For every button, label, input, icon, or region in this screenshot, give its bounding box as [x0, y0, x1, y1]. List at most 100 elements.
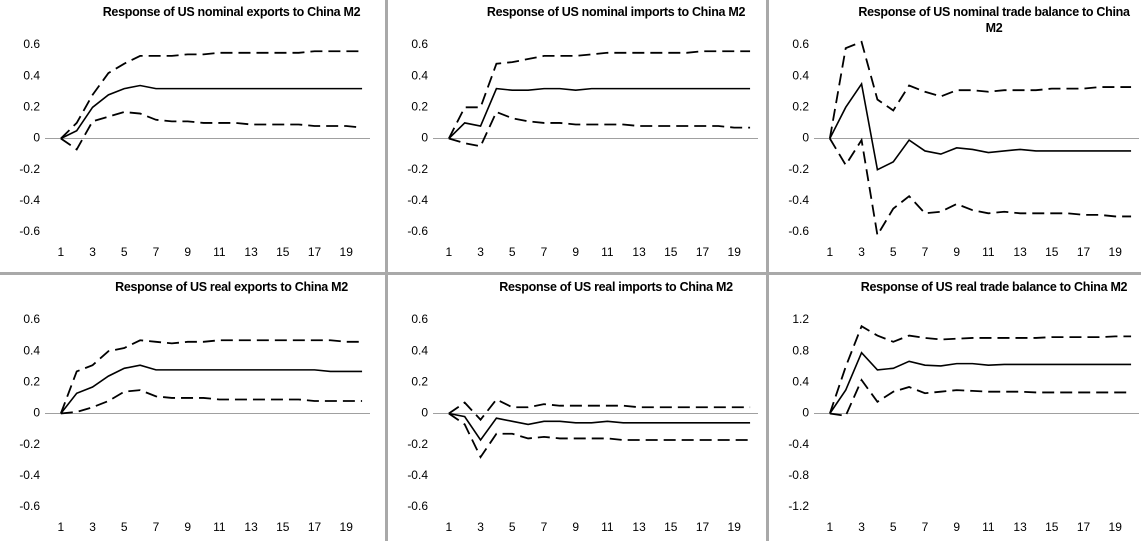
x-tick-label: 7 [153, 245, 160, 259]
x-tick-label: 9 [572, 520, 579, 534]
y-tick-label: -0.4 [788, 437, 809, 451]
x-tick-label: 15 [276, 245, 290, 259]
x-tick-label: 1 [446, 520, 453, 534]
response-line [448, 87, 751, 140]
response-line [829, 137, 1132, 238]
chart-title: Response of US real imports to China M2 [499, 280, 733, 294]
x-tick-label: 3 [477, 520, 484, 534]
y-tick-label: -0.6 [788, 224, 809, 238]
chart-panel: -0.6 -0.4 -0.2 0 0.2 0.4 0.6 1 3 5 7 9 11 13 15 17 19 Res… [388, 0, 766, 272]
x-tick-label: 15 [664, 520, 678, 534]
x-tick-label: 5 [121, 520, 128, 534]
y-tick-label: -0.2 [407, 437, 428, 451]
y-tick-label: 0 [421, 406, 428, 420]
y-tick-label: -0.2 [407, 162, 428, 176]
y-tick-label: 0.4 [411, 343, 428, 357]
chart-panel: -0.6 -0.4 -0.2 0 0.2 0.4 0.6 1 3 5 7 9 11 13 15 17 19 Res… [388, 275, 766, 541]
response-line [828, 324, 1132, 414]
x-tick-label: 3 [89, 245, 96, 259]
response-line [448, 110, 751, 148]
x-tick-label: 15 [1045, 520, 1059, 534]
x-tick-label: 5 [121, 245, 128, 259]
x-tick-label: 13 [244, 520, 258, 534]
y-tick-label: 0.6 [411, 37, 428, 51]
y-tick-label: -0.6 [407, 224, 428, 238]
x-tick-label: 13 [1013, 520, 1027, 534]
y-tick-label: -0.4 [788, 193, 809, 207]
x-tick-label: 7 [922, 520, 929, 534]
chart: -0.6-0.4-0.200.20.40.61 3 5 7 9 11 13 15 17 19 [788, 37, 1139, 259]
chart-panel: -0.6 -0.4 -0.2 0 0.2 0.4 0.6 1 3 5 7 9 11 13 15 17 19 Res… [0, 275, 385, 541]
x-tick-label: 3 [477, 245, 484, 259]
x-tick-label: 13 [1013, 245, 1027, 259]
x-tick-label: 9 [953, 245, 960, 259]
y-tick-label: -1.2 [788, 499, 809, 513]
response-line [448, 412, 751, 459]
response-line [448, 50, 751, 139]
y-tick-label: 0.2 [411, 375, 428, 389]
x-tick-label: 1 [827, 520, 834, 534]
x-tick-label: 5 [890, 245, 897, 259]
y-tick-label: 0 [33, 406, 40, 420]
x-tick-label: 15 [1045, 245, 1059, 259]
x-tick-label: 15 [276, 520, 290, 534]
y-tick-label: -0.4 [407, 468, 428, 482]
y-tick-label: 0 [421, 131, 428, 145]
chart: -0.6-0.4-0.200.20.40.61 3 5 7 9 11 13 15 17 19 [407, 312, 758, 534]
y-tick-label: 0.6 [23, 37, 40, 51]
chart: -0.6-0.4-0.200.20.40.61 3 5 7 9 11 13 15 17 19 [407, 37, 758, 259]
chart-panel: -1.2 -0.8 -0.4 0 0.4 0.8 1.2 1 3 5 7 9 11 13 15 17 19 Res… [769, 275, 1141, 541]
response-line [448, 398, 751, 422]
x-tick-label: 19 [340, 520, 354, 534]
x-tick-label: 5 [509, 245, 516, 259]
y-tick-label: 0.4 [23, 68, 40, 82]
chart: -1.2-0.8-0.400.40.81.21 3 5 7 9 11 13 15 17 19 [788, 312, 1139, 534]
x-tick-label: 7 [153, 520, 160, 534]
chart-title: Response of US nominal exports to China … [102, 5, 361, 19]
y-tick-label: 0.6 [411, 312, 428, 326]
y-tick-label: 1.2 [792, 312, 809, 326]
x-tick-label: 11 [213, 520, 226, 534]
x-tick-label: 17 [308, 245, 322, 259]
x-tick-label: 11 [982, 245, 995, 259]
y-tick-label: -0.6 [19, 499, 40, 513]
response-line [60, 364, 363, 414]
response-line [60, 84, 363, 140]
x-tick-label: 13 [632, 245, 646, 259]
x-tick-label: 17 [1077, 520, 1091, 534]
chart: -0.6-0.4-0.200.20.40.61 3 5 7 9 11 13 15 17 19 [19, 312, 370, 534]
x-tick-label: 17 [696, 245, 710, 259]
x-tick-label: 19 [340, 245, 354, 259]
response-line [829, 378, 1132, 417]
x-tick-label: 1 [446, 245, 453, 259]
y-tick-label: 0.2 [23, 100, 40, 114]
response-line [60, 339, 363, 414]
response-line [448, 412, 751, 442]
x-tick-label: 9 [184, 245, 191, 259]
chart-title: Response of US nominal trade balance to … [858, 5, 1130, 35]
y-tick-label: 0.4 [411, 68, 428, 82]
x-tick-label: 1 [58, 245, 65, 259]
y-tick-label: 0.4 [792, 68, 809, 82]
x-tick-label: 17 [1077, 245, 1091, 259]
y-tick-label: 0.4 [23, 343, 40, 357]
x-tick-label: 9 [953, 520, 960, 534]
y-tick-label: -0.2 [788, 162, 809, 176]
x-tick-label: 5 [509, 520, 516, 534]
chart-panel: -0.6 -0.4 -0.2 0 0.2 0.4 0.6 1 3 5 7 9 11 13 15 17 19 Res… [0, 0, 385, 272]
y-tick-label: -0.8 [788, 468, 809, 482]
x-tick-label: 11 [213, 245, 226, 259]
y-tick-label: -0.2 [19, 162, 40, 176]
x-tick-label: 7 [922, 245, 929, 259]
chart-title: Response of US real exports to China M2 [115, 280, 348, 294]
x-tick-label: 11 [601, 520, 614, 534]
y-tick-label: 0.8 [792, 343, 809, 357]
y-tick-label: 0 [802, 406, 809, 420]
x-tick-label: 19 [1109, 245, 1123, 259]
x-tick-label: 3 [858, 245, 865, 259]
y-tick-label: -0.6 [407, 499, 428, 513]
x-tick-label: 15 [664, 245, 678, 259]
chart: -0.6-0.4-0.200.20.40.61 3 5 7 9 11 13 15 17 19 [19, 37, 370, 259]
x-tick-label: 19 [728, 245, 742, 259]
